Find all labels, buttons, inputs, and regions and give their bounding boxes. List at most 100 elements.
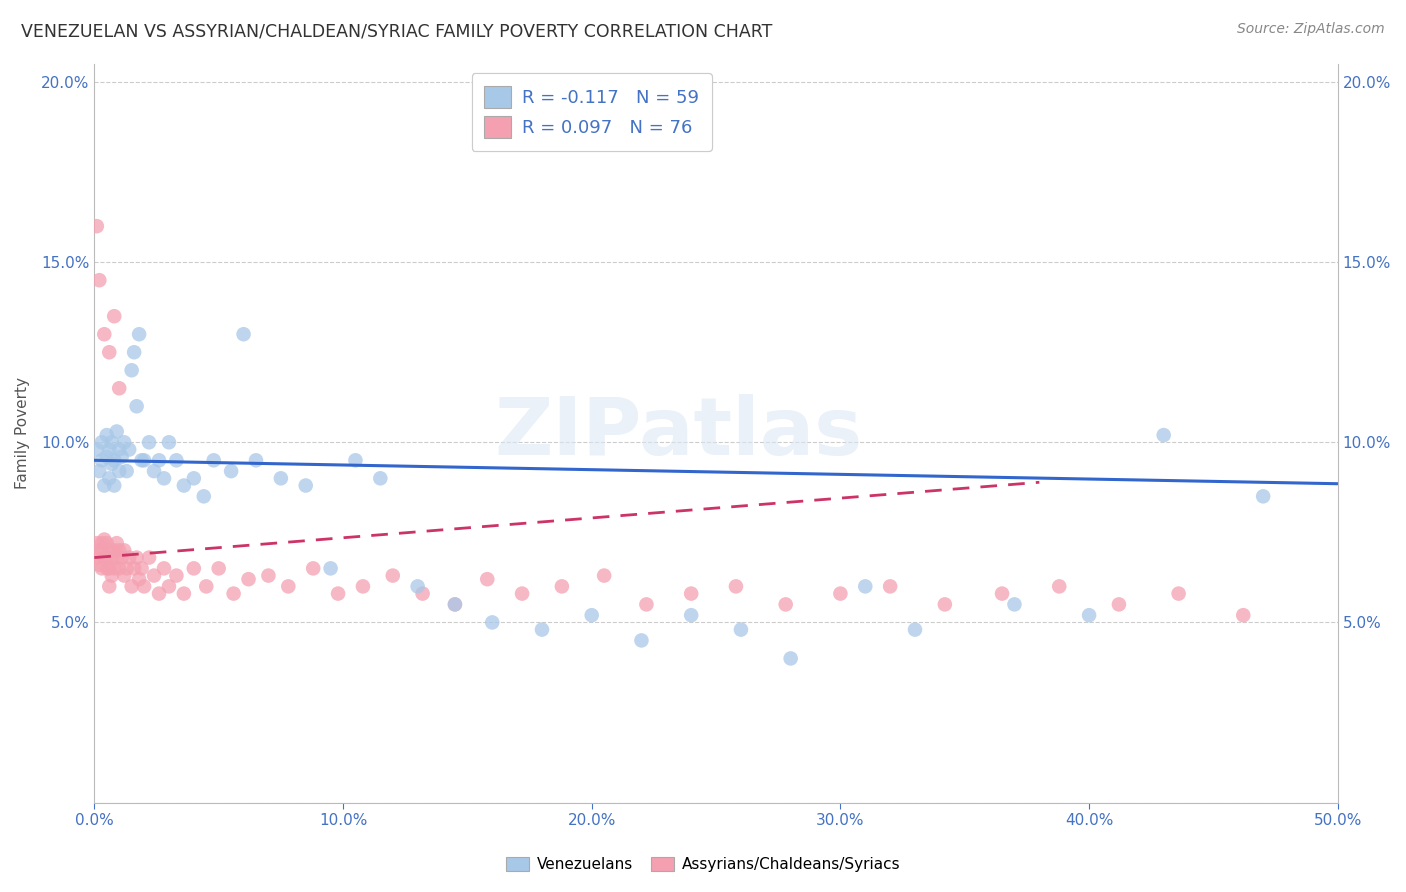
- Point: [90, 561, 112, 575]
- Point: [551, 579, 574, 593]
- Point: [1167, 586, 1189, 600]
- Point: [98, 345, 121, 359]
- Point: [118, 442, 141, 457]
- Point: [86, 536, 108, 550]
- Point: [779, 651, 801, 665]
- Point: [138, 550, 160, 565]
- Point: [1232, 608, 1254, 623]
- Point: [115, 464, 138, 478]
- Point: [108, 561, 131, 575]
- Point: [100, 435, 122, 450]
- Point: [90, 543, 112, 558]
- Point: [125, 550, 148, 565]
- Point: [1153, 428, 1175, 442]
- Point: [681, 608, 703, 623]
- Point: [853, 579, 876, 593]
- Point: [222, 586, 245, 600]
- Point: [593, 568, 616, 582]
- Point: [412, 586, 434, 600]
- Point: [724, 579, 747, 593]
- Point: [202, 453, 225, 467]
- Point: [277, 579, 299, 593]
- Point: [270, 471, 292, 485]
- Point: [530, 623, 553, 637]
- Point: [193, 489, 215, 503]
- Text: Source: ZipAtlas.com: Source: ZipAtlas.com: [1237, 22, 1385, 37]
- Point: [183, 471, 205, 485]
- Point: [381, 568, 404, 582]
- Point: [406, 579, 429, 593]
- Point: [157, 435, 180, 450]
- Point: [98, 561, 121, 575]
- Point: [1047, 579, 1070, 593]
- Point: [444, 598, 467, 612]
- Point: [1078, 608, 1101, 623]
- Point: [1108, 598, 1130, 612]
- Point: [96, 536, 118, 550]
- Point: [108, 464, 131, 478]
- Point: [98, 442, 121, 457]
- Point: [444, 598, 467, 612]
- Point: [148, 586, 170, 600]
- Point: [98, 579, 121, 593]
- Point: [1251, 489, 1274, 503]
- Point: [183, 561, 205, 575]
- Point: [100, 568, 122, 582]
- Point: [232, 327, 254, 342]
- Point: [115, 561, 138, 575]
- Point: [89, 273, 111, 287]
- Point: [157, 579, 180, 593]
- Point: [934, 598, 956, 612]
- Point: [128, 327, 150, 342]
- Point: [90, 453, 112, 467]
- Point: [294, 478, 316, 492]
- Point: [105, 536, 128, 550]
- Point: [730, 623, 752, 637]
- Point: [132, 579, 155, 593]
- Point: [111, 550, 134, 565]
- Point: [125, 399, 148, 413]
- Point: [173, 586, 195, 600]
- Point: [112, 568, 135, 582]
- Point: [93, 550, 115, 565]
- Point: [93, 478, 115, 492]
- Text: VENEZUELAN VS ASSYRIAN/CHALDEAN/SYRIAC FAMILY POVERTY CORRELATION CHART: VENEZUELAN VS ASSYRIAN/CHALDEAN/SYRIAC F…: [21, 22, 772, 40]
- Point: [991, 586, 1014, 600]
- Point: [208, 561, 231, 575]
- Point: [122, 561, 145, 575]
- Point: [879, 579, 901, 593]
- Point: [118, 550, 141, 565]
- Point: [89, 464, 111, 478]
- Point: [103, 561, 125, 575]
- Point: [98, 543, 121, 558]
- Point: [89, 543, 111, 558]
- Point: [302, 561, 325, 575]
- Point: [131, 453, 153, 467]
- Point: [510, 586, 533, 600]
- Point: [681, 586, 703, 600]
- Point: [153, 561, 176, 575]
- Point: [319, 561, 342, 575]
- Point: [100, 550, 122, 565]
- Point: [86, 550, 108, 565]
- Point: [105, 425, 128, 439]
- Point: [108, 442, 131, 457]
- Point: [112, 435, 135, 450]
- Point: [153, 471, 176, 485]
- Point: [112, 543, 135, 558]
- Legend: R = -0.117   N = 59, R = 0.097   N = 76: R = -0.117 N = 59, R = 0.097 N = 76: [471, 73, 711, 151]
- Point: [96, 550, 118, 565]
- Point: [108, 381, 131, 395]
- Point: [89, 558, 111, 572]
- Point: [90, 536, 112, 550]
- Point: [138, 435, 160, 450]
- Point: [86, 219, 108, 234]
- Point: [173, 478, 195, 492]
- Point: [86, 442, 108, 457]
- Point: [143, 568, 166, 582]
- Point: [143, 464, 166, 478]
- Point: [103, 453, 125, 467]
- Point: [98, 471, 121, 485]
- Point: [93, 327, 115, 342]
- Point: [636, 598, 658, 612]
